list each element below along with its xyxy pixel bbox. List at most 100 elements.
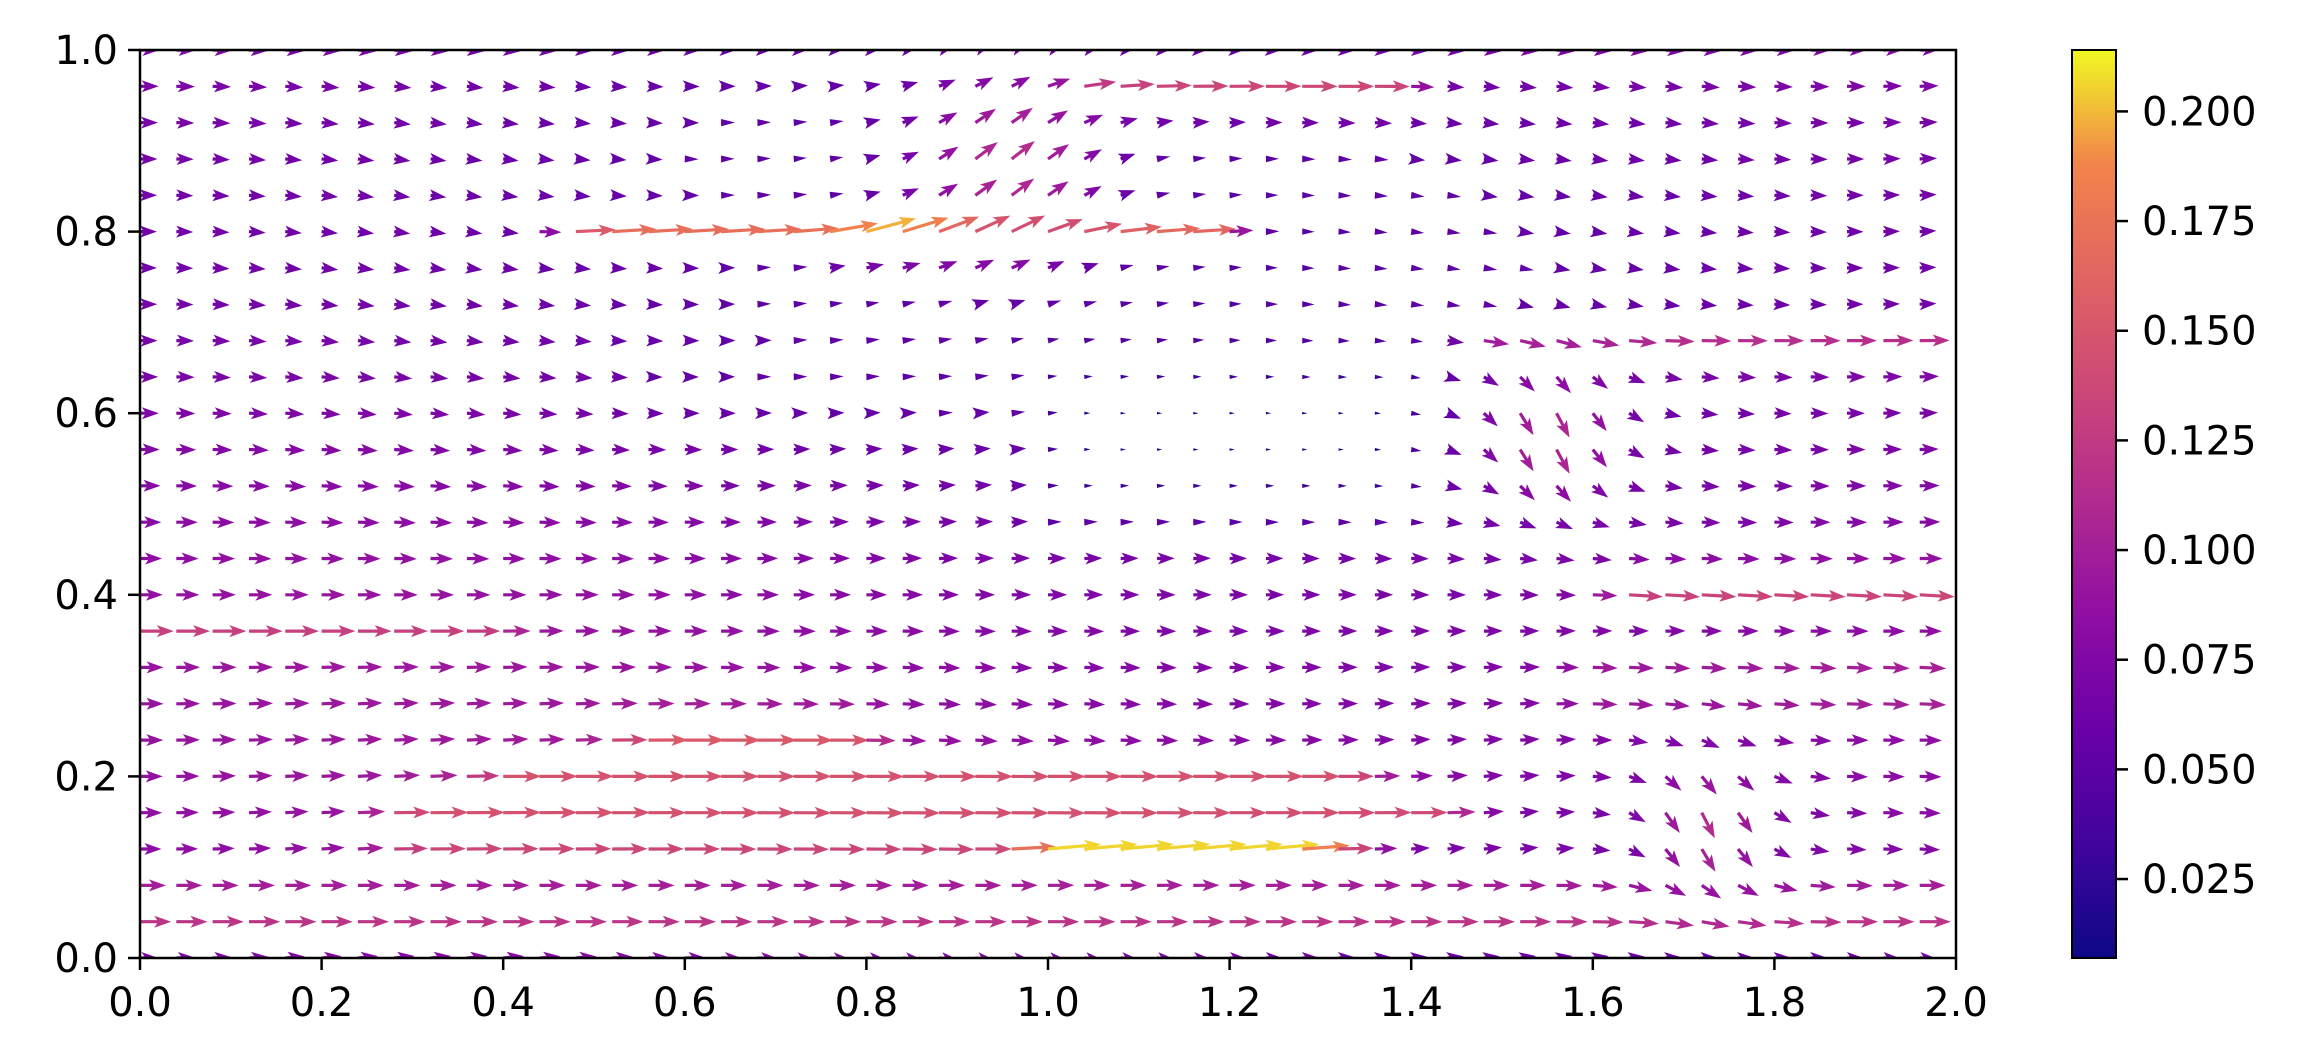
arrow-mark	[793, 155, 807, 163]
arrow-mark	[1919, 261, 1937, 274]
arrow-mark	[865, 50, 879, 57]
arrow-mark	[466, 625, 501, 638]
arrow-mark	[975, 915, 1007, 928]
arrow-mark	[1701, 371, 1720, 383]
arrow-mark	[793, 770, 832, 783]
arrow-mark	[684, 625, 708, 638]
arrow-mark	[830, 915, 862, 928]
arrow-mark	[1883, 370, 1903, 383]
arrow-mark	[757, 373, 772, 381]
arrow-mark	[1665, 661, 1691, 674]
arrow-mark	[648, 588, 671, 601]
arrow-mark	[248, 806, 272, 819]
arrow-mark	[321, 552, 345, 565]
arrow-mark	[466, 588, 491, 601]
arrow-mark	[611, 50, 629, 56]
arrow-mark	[1592, 880, 1618, 892]
arrow-mark	[610, 370, 628, 383]
arrow-mark	[357, 480, 379, 492]
arrow-mark	[1919, 625, 1942, 638]
arrow-mark	[1774, 625, 1796, 638]
arrow-mark	[537, 261, 555, 274]
arrow-mark	[645, 298, 664, 311]
arrow-mark	[575, 661, 600, 674]
arrow-mark	[1157, 770, 1195, 783]
arrow-mark	[684, 155, 699, 163]
arrow-mark	[1011, 76, 1031, 90]
arrow-mark	[502, 50, 521, 56]
arrow-mark	[684, 697, 711, 710]
arrow-mark	[1663, 189, 1681, 202]
arrow-mark	[430, 371, 449, 383]
arrow-mark	[1810, 80, 1830, 93]
arrow-mark	[539, 407, 558, 420]
arrow-mark	[575, 625, 600, 638]
arrow-mark	[539, 915, 571, 928]
arrow-mark	[1483, 228, 1498, 236]
arrow-mark	[1338, 264, 1351, 272]
arrow-mark	[1120, 697, 1142, 710]
arrow-mark	[1737, 735, 1757, 747]
arrow-mark	[212, 261, 230, 274]
arrow-mark	[1883, 50, 1903, 56]
arrow-mark	[1518, 412, 1534, 436]
arrow-mark	[1265, 192, 1279, 199]
arrow-mark	[539, 552, 562, 565]
arrow-mark	[902, 625, 924, 638]
arrow-mark	[610, 80, 628, 93]
arrow-mark	[975, 879, 1002, 892]
y-tick-label: 0.0	[54, 936, 118, 982]
arrow-mark	[176, 189, 194, 202]
arrow-mark	[1919, 443, 1939, 456]
arrow-mark	[140, 843, 162, 855]
arrow-mark	[248, 261, 266, 274]
arrow-mark	[321, 407, 341, 420]
arrow-mark	[866, 879, 893, 892]
arrow-mark	[612, 479, 632, 492]
arrow-mark	[1919, 698, 1947, 711]
arrow-mark	[1374, 697, 1395, 710]
arrow-mark	[539, 443, 559, 456]
arrow-mark	[1592, 698, 1618, 710]
arrow-mark	[140, 443, 160, 456]
arrow-mark	[140, 552, 163, 565]
arrow-mark	[938, 112, 958, 126]
arrow-mark	[721, 734, 761, 747]
arrow-mark	[1520, 661, 1541, 674]
colorbar-tick-label: 0.125	[2142, 418, 2257, 464]
arrow-mark	[1592, 806, 1611, 819]
arrow-mark	[1919, 516, 1941, 529]
arrow-mark	[1555, 484, 1571, 502]
arrow-mark	[1046, 261, 1065, 274]
arrow-mark	[1120, 879, 1147, 892]
arrow-mark	[394, 588, 418, 601]
arrow-mark	[394, 50, 413, 57]
arrow-mark	[1265, 552, 1284, 565]
arrow-mark	[1338, 228, 1352, 235]
arrow-mark	[1374, 228, 1388, 235]
arrow-mark	[1701, 552, 1724, 565]
arrow-mark	[212, 80, 232, 93]
arrow-mark	[975, 661, 997, 674]
arrow-mark	[1556, 337, 1582, 349]
arrow-mark	[1374, 116, 1393, 129]
arrow-mark	[321, 80, 340, 93]
arrow-mark	[1083, 186, 1102, 200]
arrow-mark	[1483, 661, 1504, 674]
arrow-mark	[1443, 370, 1462, 382]
arrow-mark	[1701, 479, 1720, 492]
arrow-mark	[719, 50, 737, 56]
x-tick-label: 1.8	[1743, 980, 1807, 1026]
arrow-mark	[430, 806, 469, 819]
arrow-mark	[1627, 952, 1645, 958]
arrow-mark	[573, 152, 591, 165]
arrow-mark	[1629, 552, 1650, 565]
arrow-mark	[1699, 298, 1718, 311]
arrow-mark	[902, 50, 914, 57]
arrow-mark	[1192, 192, 1207, 199]
arrow-mark	[284, 189, 302, 202]
arrow-mark	[430, 915, 462, 928]
arrow-mark	[1592, 734, 1613, 747]
arrow-mark	[320, 153, 339, 165]
x-tick-label: 0.2	[290, 980, 354, 1026]
